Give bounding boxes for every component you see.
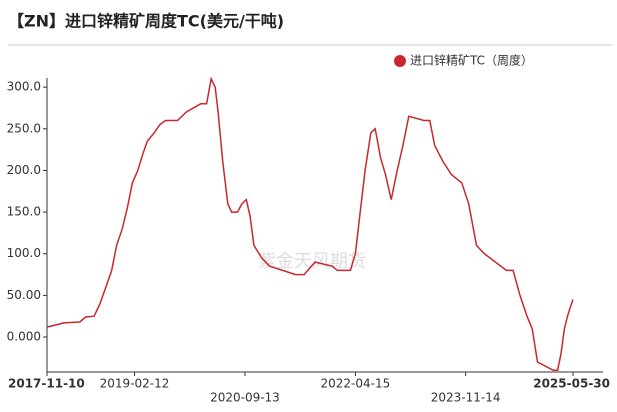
legend-marker [394,55,406,67]
y-tick-label: 50.00 [7,288,41,302]
x-tick-label: 2017-11-10 [8,377,85,391]
y-tick-label: 100.0 [7,246,41,260]
line-series [46,76,574,372]
y-tick-label: 300.0 [7,80,41,94]
y-tick-label: 150.0 [7,205,41,219]
legend-label: 进口锌精矿TC（周度） [410,53,533,68]
x-tick-label: 2020-09-13 [210,391,280,405]
x-tick-label: 2025-05-30 [533,377,610,391]
x-tick-label: 2022-04-15 [321,377,391,391]
y-tick-label: 250.0 [7,121,41,135]
y-tick-label: 200.0 [7,163,41,177]
watermark: 紫金天风期货 [258,251,366,272]
x-tick-label: 2023-11-14 [431,391,501,405]
y-tick-label: 0.000 [7,330,41,344]
chart-title: 【ZN】进口锌精矿周度TC(美元/干吨) [8,12,284,31]
x-tick-label: 2019-02-12 [100,377,170,391]
